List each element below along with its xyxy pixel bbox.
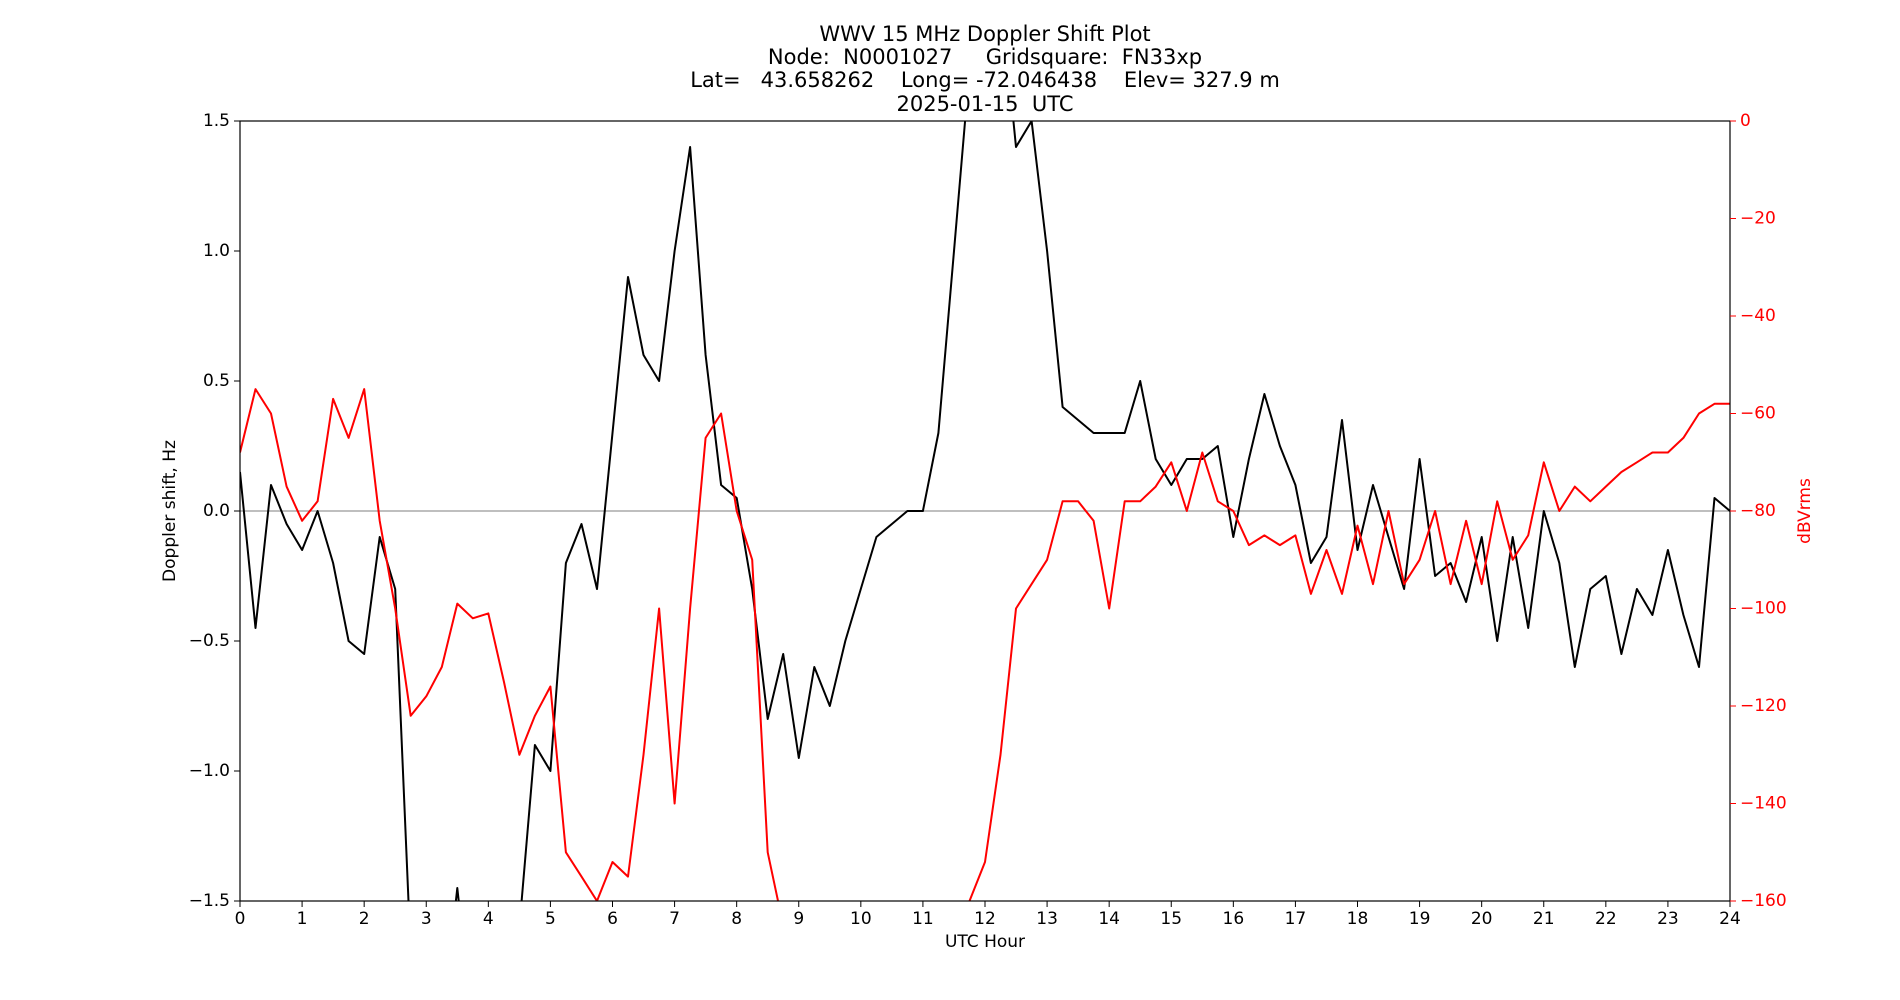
x-tick-label: 9	[793, 909, 804, 929]
series-line	[240, 388, 1730, 901]
y2-tick-label: −60	[1740, 404, 1776, 424]
x-tick-label: 2	[359, 909, 370, 929]
y-tick-label: −1.0	[189, 761, 230, 781]
x-tick-label: 6	[607, 909, 618, 929]
x-tick-label: 16	[1223, 909, 1245, 929]
y-axis-label: Doppler shift, Hz	[160, 440, 180, 582]
x-tick-label: 10	[850, 909, 872, 929]
x-tick-label: 23	[1657, 909, 1679, 929]
x-tick-label: 8	[731, 909, 742, 929]
plot-lines	[240, 121, 1730, 901]
y-tick-label: −1.5	[189, 891, 230, 911]
x-tick-label: 24	[1719, 909, 1741, 929]
y2-axis-label: dBVrms	[1795, 478, 1815, 544]
x-tick-label: 18	[1347, 909, 1369, 929]
x-tick-label: 12	[974, 909, 996, 929]
x-tick-label: 1	[297, 909, 308, 929]
y2-tick-label: −160	[1740, 891, 1787, 911]
x-tick-label: 19	[1409, 909, 1431, 929]
x-tick-label: 13	[1036, 909, 1058, 929]
y2-tick-label: −40	[1740, 306, 1776, 326]
x-axis-label: UTC Hour	[945, 932, 1025, 952]
y-tick-label: 0.5	[203, 371, 230, 391]
y-tick-label: 0.0	[203, 501, 230, 521]
x-tick-label: 4	[483, 909, 494, 929]
x-tick-label: 22	[1595, 909, 1617, 929]
y2-tick-label: −80	[1740, 501, 1776, 521]
x-tick-label: 11	[912, 909, 934, 929]
x-tick-label: 0	[235, 909, 246, 929]
chart-subtitle: 2025-01-15 UTC	[896, 92, 1073, 116]
x-tick-label: 15	[1160, 909, 1182, 929]
y2-tick-label: −100	[1740, 599, 1787, 619]
x-tick-label: 3	[421, 909, 432, 929]
y2-tick-label: 0	[1740, 111, 1751, 131]
chart-subtitle: Node: N0001027 Gridsquare: FN33xp	[768, 45, 1202, 69]
x-tick-label: 14	[1098, 909, 1120, 929]
x-tick-label: 20	[1471, 909, 1493, 929]
x-tick-label: 21	[1533, 909, 1555, 929]
y2-tick-label: −20	[1740, 209, 1776, 229]
series-line	[240, 121, 1730, 901]
x-tick-label: 5	[545, 909, 556, 929]
y-tick-label: −0.5	[189, 631, 230, 651]
x-tick-label: 7	[669, 909, 680, 929]
y-tick-label: 1.5	[203, 111, 230, 131]
chart-subtitle: Lat= 43.658262 Long= -72.046438 Elev= 32…	[690, 68, 1280, 92]
y2-tick-label: −120	[1740, 696, 1787, 716]
x-tick-label: 17	[1285, 909, 1307, 929]
y2-tick-label: −140	[1740, 794, 1787, 814]
chart-title: WWV 15 MHz Doppler Shift Plot	[819, 22, 1150, 46]
y-tick-label: 1.0	[203, 241, 230, 261]
